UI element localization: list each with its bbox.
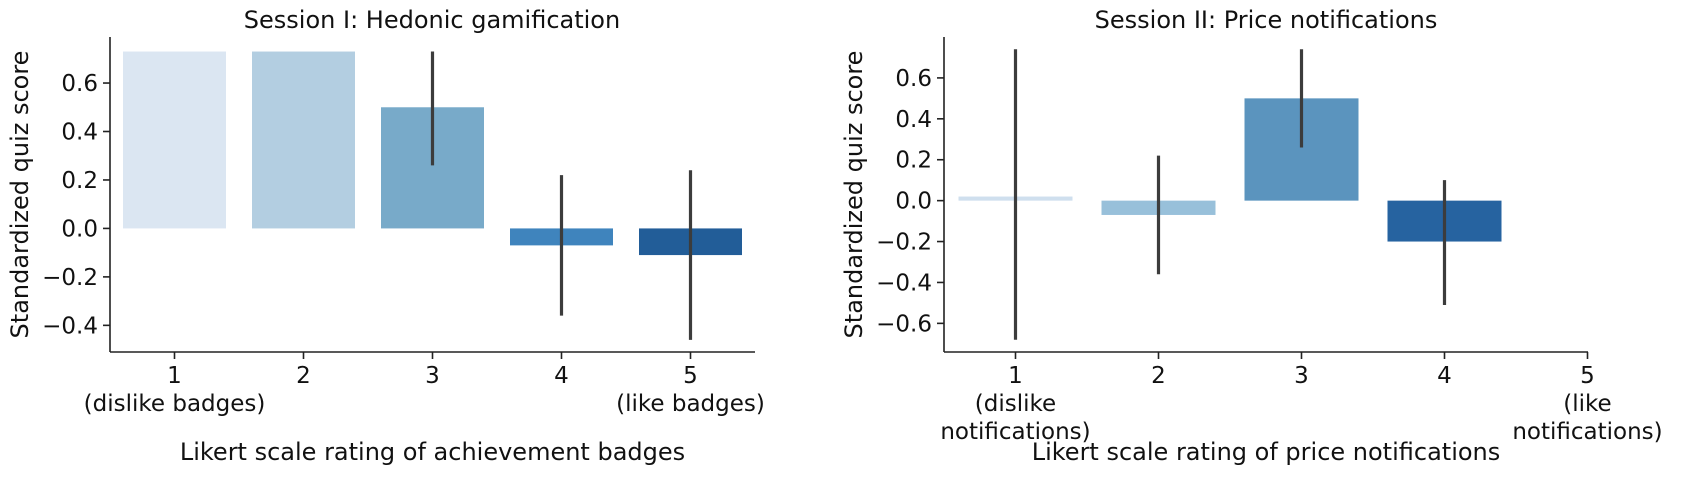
y-tick-label: −0.2 [42,265,98,291]
bar [252,51,355,229]
y-tick-label: 0.4 [895,107,932,133]
x-tick-label: 3 [1294,363,1309,389]
y-tick-label: 0.2 [61,168,98,194]
y-tick-label: 0.4 [61,120,98,146]
y-tick-label: −0.2 [876,230,932,256]
chart-panel-session-2: Session II: Price notifications −0.6 −0.4 −… [840,6,1663,466]
x-axis-label: Likert scale rating of price notificatio… [1032,438,1501,466]
chart-title: Session I: Hedonic gamification [244,6,620,34]
y-axis-label: Standardized quiz score [6,51,34,339]
x-tick-label: 3 [425,363,440,389]
x-tick-label: 5 [683,363,698,389]
x-tick-label: 5 [1580,363,1595,389]
x-tick-label: 1 [167,363,182,389]
x-tick-label: 1 [1008,363,1023,389]
x-tick-sublabel: notifications) [1512,419,1662,445]
y-axis-label: Standardized quiz score [840,51,868,339]
y-tick-label: −0.4 [876,270,932,296]
x-tick-label: 2 [1151,363,1166,389]
x-tick-sublabel: (dislike [975,391,1056,417]
x-tick-sublabel: (like badges) [616,391,765,417]
x-tick-label: 4 [1437,363,1452,389]
x-tick-sublabel: (like [1563,391,1611,417]
chart-panel-session-1: Session I: Hedonic gamification −0.4 −0.2 0… [6,6,765,466]
x-tick-sublabel: (dislike badges) [84,391,266,417]
y-tick-label: 0.0 [61,216,98,242]
bar [123,51,226,229]
y-tick-label: 0.6 [61,71,98,97]
x-axis-label: Likert scale rating of achievement badge… [180,438,685,466]
y-tick-label: −0.4 [42,313,98,339]
x-tick-label: 2 [296,363,311,389]
y-tick-label: −0.6 [876,311,932,337]
chart-title: Session II: Price notifications [1095,6,1438,34]
y-tick-label: 0.6 [895,66,932,92]
x-tick-sublabel: notifications) [940,419,1090,445]
y-tick-label: 0.2 [895,148,932,174]
y-tick-label: 0.0 [895,189,932,215]
x-tick-label: 4 [554,363,569,389]
